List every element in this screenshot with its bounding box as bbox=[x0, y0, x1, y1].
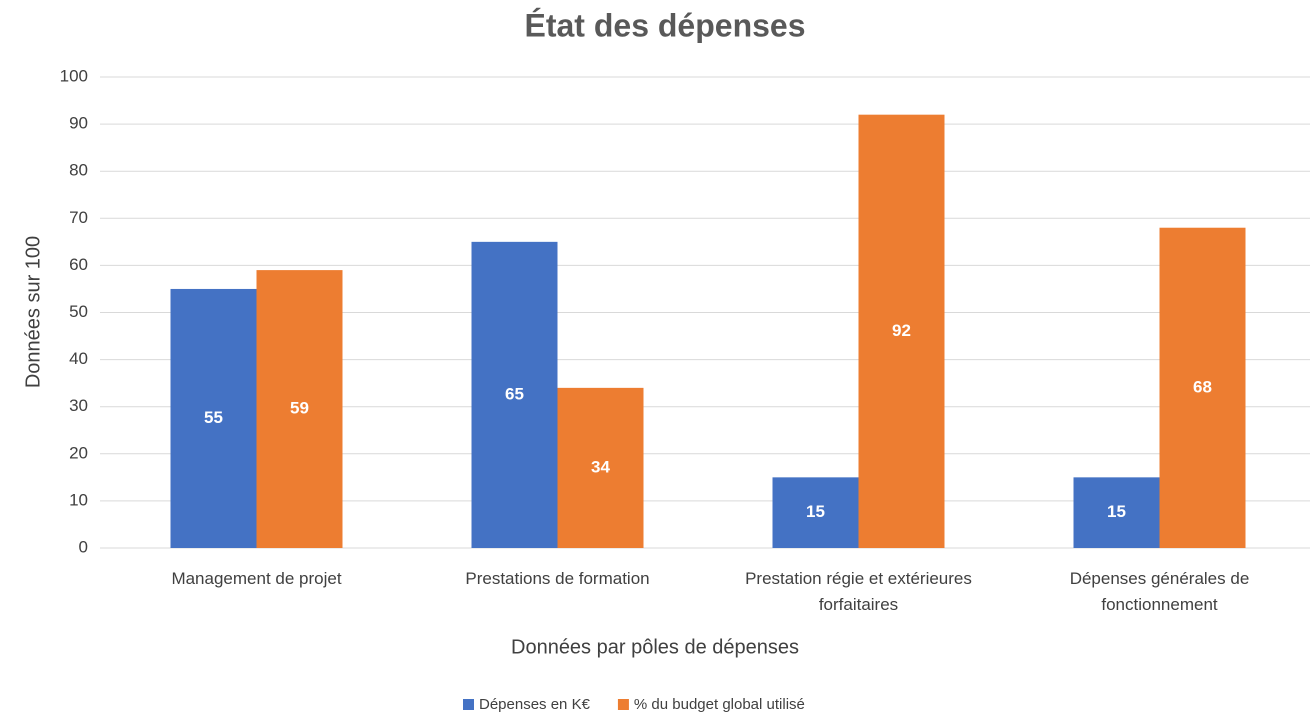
y-tick-label: 30 bbox=[69, 396, 88, 415]
data-label: 15 bbox=[806, 502, 825, 521]
y-tick-label: 10 bbox=[69, 490, 88, 509]
data-label: 34 bbox=[591, 457, 610, 476]
bar bbox=[471, 241, 558, 548]
bar bbox=[170, 288, 257, 548]
x-tick-label: Dépenses générales de fonctionnement bbox=[1070, 569, 1250, 614]
x-tick-label: Management de projet bbox=[171, 569, 341, 588]
y-axis-title: Données sur 100 bbox=[22, 236, 44, 388]
y-tick-label: 100 bbox=[60, 66, 88, 85]
y-tick-label: 0 bbox=[79, 537, 88, 556]
y-tick-label: 80 bbox=[69, 161, 88, 180]
y-tick-label: 20 bbox=[69, 443, 88, 462]
x-tick-label: Prestation régie et extérieures forfaitai… bbox=[745, 569, 972, 614]
bar bbox=[858, 114, 945, 549]
data-label: 55 bbox=[204, 408, 223, 427]
data-label: 68 bbox=[1193, 377, 1212, 396]
y-tick-label: 40 bbox=[69, 349, 88, 368]
bar bbox=[1073, 477, 1160, 548]
x-axis-title: Données par pôles de dépenses bbox=[511, 636, 799, 658]
data-label: 15 bbox=[1107, 502, 1126, 521]
chart-title: État des dépenses bbox=[525, 7, 806, 43]
y-tick-label: 50 bbox=[69, 302, 88, 321]
legend-swatch bbox=[617, 699, 629, 710]
data-label: 59 bbox=[290, 399, 309, 418]
bar bbox=[772, 477, 859, 548]
bar bbox=[1159, 227, 1246, 548]
x-tick-label: Prestations de formation bbox=[465, 569, 649, 588]
data-label: 92 bbox=[892, 321, 911, 340]
bar bbox=[256, 270, 343, 548]
bar bbox=[557, 387, 644, 548]
legend-label: Dépenses en K€ bbox=[479, 696, 591, 713]
y-tick-label: 70 bbox=[69, 208, 88, 227]
y-tick-label: 90 bbox=[69, 114, 88, 133]
legend-label: % du budget global utilisé bbox=[634, 696, 805, 713]
y-tick-label: 60 bbox=[69, 255, 88, 274]
data-label: 65 bbox=[505, 384, 524, 403]
legend-swatch bbox=[463, 699, 474, 710]
